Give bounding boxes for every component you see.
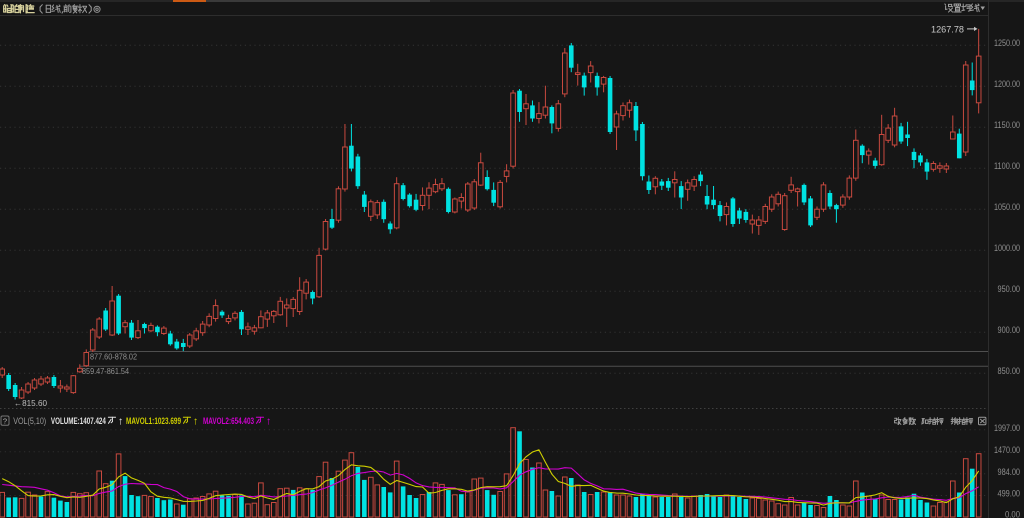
svg-text:1200.00: 1200.00 — [994, 79, 1020, 89]
svg-text:1000.00: 1000.00 — [994, 243, 1020, 253]
svg-text:859.47-861.54: 859.47-861.54 — [82, 367, 129, 376]
svg-text:↑: ↑ — [266, 416, 272, 428]
svg-text:MAVOL1:1023.699: MAVOL1:1023.699 — [126, 416, 181, 427]
svg-text:877.60-878.02: 877.60-878.02 — [90, 352, 137, 361]
svg-text:1470.00: 1470.00 — [994, 445, 1020, 455]
svg-text:?: ? — [3, 417, 7, 426]
svg-text:950.00: 950.00 — [998, 284, 1021, 294]
svg-text:1250.00: 1250.00 — [994, 38, 1020, 48]
svg-text:1997.00: 1997.00 — [994, 423, 1020, 433]
svg-text:900.00: 900.00 — [998, 325, 1021, 335]
svg-text:←815.60: ←815.60 — [14, 398, 47, 408]
svg-text:VOL(5,10): VOL(5,10) — [13, 416, 46, 427]
svg-text:1100.00: 1100.00 — [994, 161, 1020, 171]
svg-text:984.00: 984.00 — [998, 467, 1021, 477]
svg-text:↑: ↑ — [118, 416, 124, 428]
svg-text:1150.00: 1150.00 — [994, 120, 1020, 130]
svg-text:0.00: 0.00 — [1005, 510, 1020, 518]
svg-text:850.00: 850.00 — [998, 366, 1021, 376]
svg-text:VOLUME:1407.424: VOLUME:1407.424 — [51, 416, 106, 427]
svg-text:499.00: 499.00 — [998, 489, 1021, 499]
svg-text:MAVOL2:654.403: MAVOL2:654.403 — [203, 416, 254, 427]
svg-text:↑: ↑ — [193, 416, 199, 428]
svg-text:1050.00: 1050.00 — [994, 202, 1020, 212]
svg-text:1267.78: 1267.78 — [931, 24, 964, 34]
